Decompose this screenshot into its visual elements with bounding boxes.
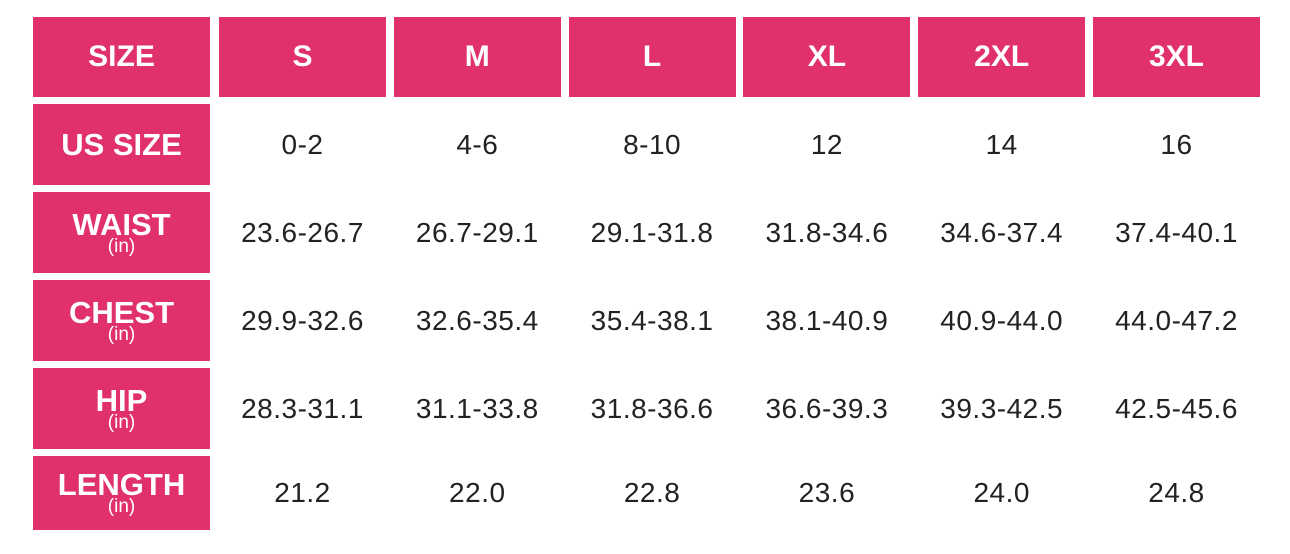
- header-cell: L: [568, 17, 736, 97]
- row-label: WAIST (in): [33, 192, 210, 273]
- row-unit: (in): [107, 235, 136, 257]
- value-cell: 37.4-40.1: [1115, 216, 1238, 248]
- value-cell: 40.9-44.0: [940, 304, 1064, 336]
- header-cell: S: [219, 17, 386, 97]
- value-cell: 38.1-40.9: [765, 304, 889, 336]
- value-cell: 36.6-39.3: [765, 392, 889, 424]
- value-cell: 31.8-34.6: [765, 216, 889, 248]
- value-cell: 12: [810, 128, 843, 160]
- header-cell: SIZE: [33, 17, 210, 97]
- value-cell: 23.6-26.7: [241, 216, 364, 248]
- header-cell: XL: [743, 17, 911, 97]
- row-label-text: US SIZE: [61, 126, 182, 162]
- header-cell: M: [393, 17, 561, 97]
- row-label-text: LENGTH: [57, 467, 186, 502]
- value-cell: 44.0-47.2: [1115, 304, 1238, 336]
- value-cell: 14: [985, 128, 1018, 160]
- value-cell: 31.1-33.8: [415, 392, 539, 424]
- value-cell: 39.3-42.5: [940, 392, 1064, 424]
- value-cell: 8-10: [623, 128, 682, 160]
- value-cell: 28.3-31.1: [241, 392, 364, 424]
- value-cell: 29.1-31.8: [590, 216, 714, 248]
- value-cell: 34.6-37.4: [940, 216, 1064, 248]
- row-label: US SIZE: [33, 104, 210, 185]
- value-cell: 35.4-38.1: [590, 304, 714, 336]
- row-unit: (in): [107, 496, 136, 517]
- value-cell: 32.6-35.4: [415, 304, 539, 336]
- value-cell: 21.2: [274, 477, 331, 508]
- value-cell: 0-2: [281, 128, 324, 160]
- value-cell: 42.5-45.6: [1115, 392, 1238, 424]
- value-cell: 16: [1160, 128, 1193, 160]
- row-unit: (in): [107, 323, 136, 345]
- value-cell: 29.9-32.6: [241, 304, 364, 336]
- row-label-text: HIP: [95, 382, 148, 418]
- value-cell: 22.0: [449, 477, 506, 508]
- row-label: HIP (in): [33, 368, 210, 449]
- row-label: LENGTH (in): [33, 456, 210, 530]
- row-label-text: CHEST: [68, 294, 175, 330]
- value-cell: 26.7-29.1: [415, 216, 539, 248]
- row-label: CHEST (in): [33, 280, 210, 361]
- row-unit: (in): [107, 411, 136, 433]
- value-cell: 4-6: [456, 128, 499, 160]
- value-cell: 23.6: [798, 477, 856, 508]
- value-cell: 31.8-36.6: [590, 392, 714, 424]
- value-cell: 24.0: [973, 477, 1030, 508]
- value-cell: 24.8: [1148, 477, 1205, 508]
- header-cell: 2XL: [918, 17, 1086, 97]
- header-cell: 3XL: [1093, 17, 1260, 97]
- row-label-text: WAIST: [72, 206, 171, 242]
- value-cell: 22.8: [623, 477, 681, 508]
